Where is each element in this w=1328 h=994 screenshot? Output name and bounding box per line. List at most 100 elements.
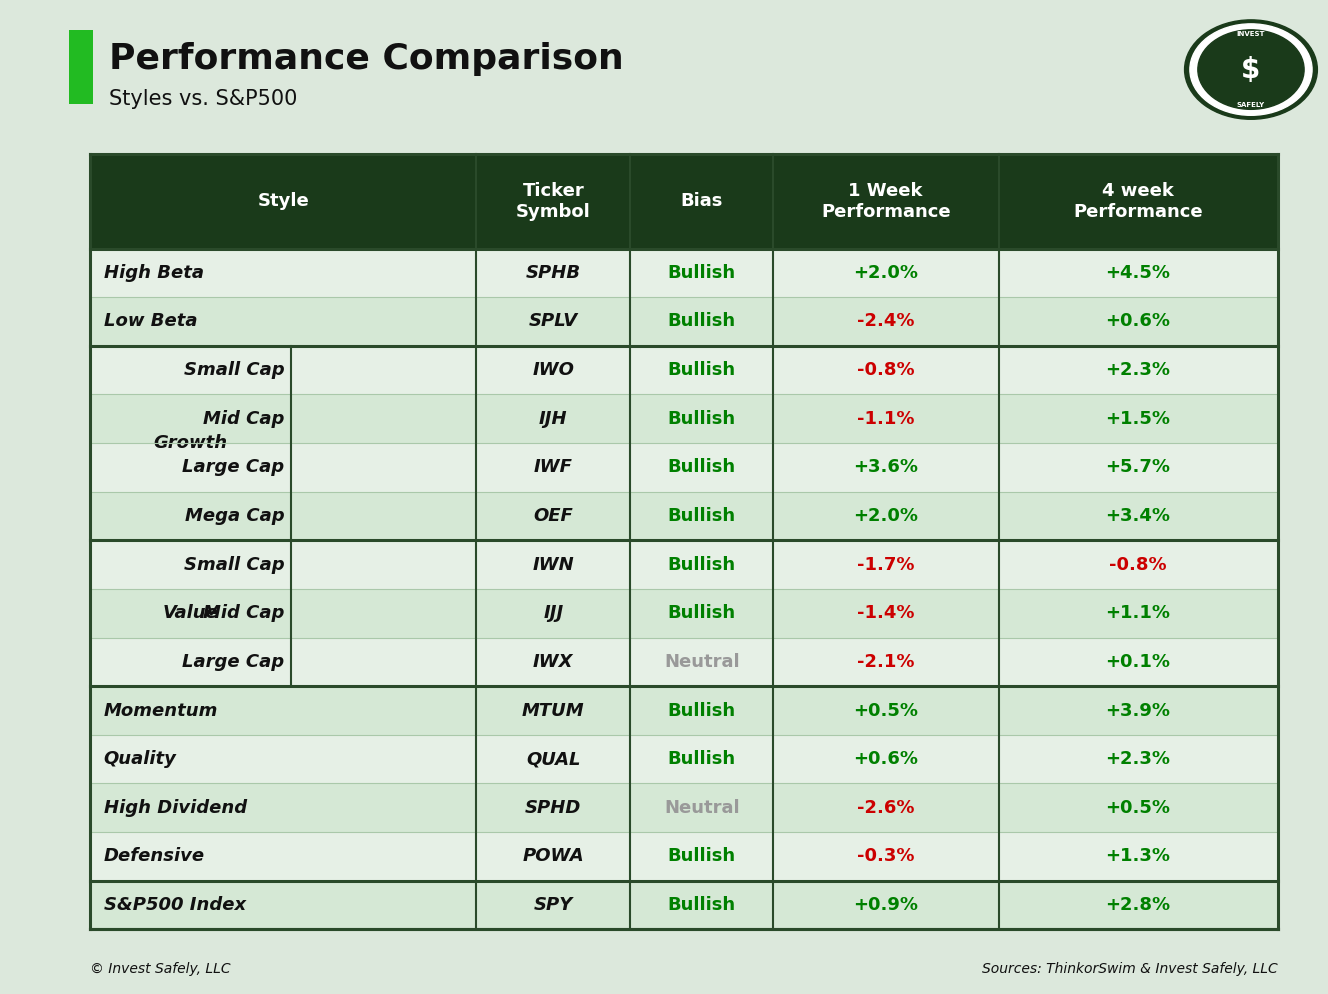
Text: Mega Cap: Mega Cap — [185, 507, 284, 525]
Text: -1.4%: -1.4% — [857, 604, 915, 622]
FancyBboxPatch shape — [90, 492, 1278, 541]
Text: +4.5%: +4.5% — [1105, 263, 1170, 282]
Text: IWN: IWN — [533, 556, 574, 574]
Text: Bullish: Bullish — [668, 312, 736, 330]
FancyBboxPatch shape — [90, 395, 1278, 443]
Text: Value: Value — [163, 604, 219, 622]
FancyBboxPatch shape — [90, 248, 1278, 297]
Text: SPY: SPY — [534, 896, 572, 914]
Text: +3.6%: +3.6% — [854, 458, 918, 476]
Text: +3.9%: +3.9% — [1105, 702, 1170, 720]
Circle shape — [1185, 20, 1317, 119]
Text: +3.4%: +3.4% — [1105, 507, 1170, 525]
Text: Styles vs. S&P500: Styles vs. S&P500 — [109, 89, 297, 109]
Text: © Invest Safely, LLC: © Invest Safely, LLC — [90, 962, 231, 976]
Text: +2.8%: +2.8% — [1105, 896, 1170, 914]
Circle shape — [1190, 24, 1312, 115]
FancyBboxPatch shape — [90, 297, 1278, 346]
Text: +0.6%: +0.6% — [854, 750, 918, 768]
FancyBboxPatch shape — [90, 346, 1278, 395]
Text: 1 Week
Performance: 1 Week Performance — [821, 182, 951, 221]
Text: +2.0%: +2.0% — [854, 507, 918, 525]
Text: +0.1%: +0.1% — [1105, 653, 1170, 671]
Text: Bullish: Bullish — [668, 750, 736, 768]
Text: Neutral: Neutral — [664, 799, 740, 817]
Text: -1.1%: -1.1% — [857, 410, 915, 427]
Text: Bias: Bias — [680, 192, 722, 211]
Text: IJH: IJH — [539, 410, 567, 427]
FancyBboxPatch shape — [90, 881, 1278, 929]
FancyBboxPatch shape — [90, 541, 1278, 588]
Text: Quality: Quality — [104, 750, 177, 768]
Text: Bullish: Bullish — [668, 410, 736, 427]
Text: MTUM: MTUM — [522, 702, 584, 720]
Text: Ticker
Symbol: Ticker Symbol — [517, 182, 591, 221]
Text: Bullish: Bullish — [668, 458, 736, 476]
Text: Bullish: Bullish — [668, 556, 736, 574]
Text: Low Beta: Low Beta — [104, 312, 197, 330]
Text: -0.3%: -0.3% — [857, 848, 915, 866]
Text: +1.3%: +1.3% — [1105, 848, 1170, 866]
Text: Small Cap: Small Cap — [183, 361, 284, 379]
Text: OEF: OEF — [534, 507, 574, 525]
Text: +2.0%: +2.0% — [854, 263, 918, 282]
Text: -0.8%: -0.8% — [1109, 556, 1167, 574]
Text: Small Cap: Small Cap — [183, 556, 284, 574]
Text: -2.6%: -2.6% — [857, 799, 915, 817]
Text: Momentum: Momentum — [104, 702, 218, 720]
FancyBboxPatch shape — [90, 735, 1278, 783]
Text: Large Cap: Large Cap — [182, 653, 284, 671]
Text: Bullish: Bullish — [668, 896, 736, 914]
FancyBboxPatch shape — [90, 637, 1278, 686]
Text: +0.9%: +0.9% — [854, 896, 918, 914]
Text: Performance Comparison: Performance Comparison — [109, 42, 624, 76]
Text: Large Cap: Large Cap — [182, 458, 284, 476]
Text: 4 week
Performance: 4 week Performance — [1073, 182, 1203, 221]
Text: IWX: IWX — [533, 653, 574, 671]
Text: Bullish: Bullish — [668, 604, 736, 622]
FancyBboxPatch shape — [69, 30, 93, 104]
Text: $: $ — [1242, 56, 1260, 83]
Text: High Beta: High Beta — [104, 263, 203, 282]
FancyBboxPatch shape — [90, 832, 1278, 881]
Text: +1.1%: +1.1% — [1105, 604, 1170, 622]
Text: +5.7%: +5.7% — [1105, 458, 1170, 476]
Text: Bullish: Bullish — [668, 702, 736, 720]
Text: Bullish: Bullish — [668, 263, 736, 282]
Text: +0.6%: +0.6% — [1105, 312, 1170, 330]
Text: +0.5%: +0.5% — [1105, 799, 1170, 817]
Text: +1.5%: +1.5% — [1105, 410, 1170, 427]
Text: QUAL: QUAL — [526, 750, 580, 768]
Text: Neutral: Neutral — [664, 653, 740, 671]
Text: S&P500 Index: S&P500 Index — [104, 896, 246, 914]
Text: Mid Cap: Mid Cap — [203, 410, 284, 427]
Text: High Dividend: High Dividend — [104, 799, 247, 817]
Text: Defensive: Defensive — [104, 848, 205, 866]
Text: Bullish: Bullish — [668, 507, 736, 525]
Text: SPLV: SPLV — [529, 312, 578, 330]
Text: Mid Cap: Mid Cap — [203, 604, 284, 622]
Text: +2.3%: +2.3% — [1105, 750, 1170, 768]
FancyBboxPatch shape — [90, 443, 1278, 492]
Text: -2.4%: -2.4% — [857, 312, 915, 330]
FancyBboxPatch shape — [90, 588, 1278, 637]
Text: SAFELY: SAFELY — [1236, 102, 1266, 108]
Text: -2.1%: -2.1% — [857, 653, 915, 671]
Text: SPHD: SPHD — [525, 799, 582, 817]
Text: SPHB: SPHB — [526, 263, 580, 282]
Text: Bullish: Bullish — [668, 848, 736, 866]
Text: -1.7%: -1.7% — [857, 556, 915, 574]
Text: -0.8%: -0.8% — [857, 361, 915, 379]
Text: INVEST: INVEST — [1236, 31, 1266, 37]
Text: Style: Style — [258, 192, 309, 211]
FancyBboxPatch shape — [90, 686, 1278, 735]
Text: Bullish: Bullish — [668, 361, 736, 379]
FancyBboxPatch shape — [90, 783, 1278, 832]
Text: IWO: IWO — [533, 361, 574, 379]
Text: +2.3%: +2.3% — [1105, 361, 1170, 379]
Text: Sources: ThinkorSwim & Invest Safely, LLC: Sources: ThinkorSwim & Invest Safely, LL… — [981, 962, 1278, 976]
Text: POWA: POWA — [522, 848, 584, 866]
Text: IJJ: IJJ — [543, 604, 563, 622]
Text: Growth: Growth — [154, 434, 227, 452]
Text: +0.5%: +0.5% — [854, 702, 918, 720]
